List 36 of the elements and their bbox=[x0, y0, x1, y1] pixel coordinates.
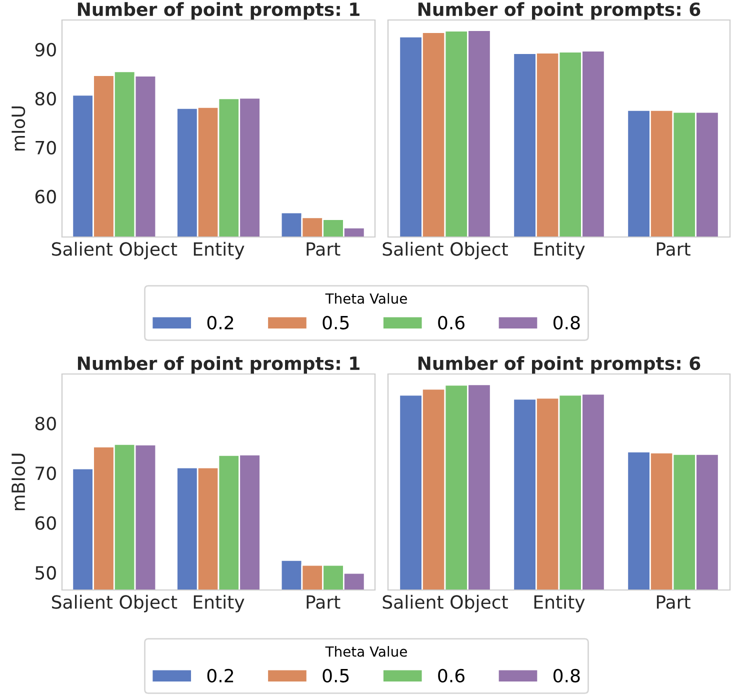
y-tick-label: 60 bbox=[35, 190, 56, 204]
y-tick-label: 50 bbox=[36, 566, 56, 580]
x-tick-label: Part bbox=[306, 242, 340, 256]
x-tick-label: Salient Object bbox=[52, 594, 178, 612]
x-tick-label: Entity bbox=[534, 594, 585, 612]
y-tick-label: 70 bbox=[36, 466, 56, 480]
x-tick-label: Part bbox=[306, 595, 340, 609]
legend-label: 0.2 bbox=[207, 668, 234, 682]
y-tick-label: 90 bbox=[35, 42, 56, 57]
y-axis-title: mIoU bbox=[12, 106, 26, 150]
chart-title: Number of point prompts: 1 bbox=[78, 2, 360, 20]
x-tick-label: Entity bbox=[194, 594, 244, 612]
y-tick-label: 70 bbox=[36, 140, 56, 154]
legend-label: 0.8 bbox=[553, 316, 580, 330]
x-tick-label: Salient Object bbox=[52, 242, 178, 260]
y-tick-label: 60 bbox=[35, 516, 56, 530]
legend-label: 0.8 bbox=[553, 668, 580, 682]
legend-label: 0.5 bbox=[322, 668, 349, 682]
legend-label: 0.2 bbox=[207, 316, 234, 330]
x-tick-label: Part bbox=[656, 242, 690, 256]
y-axis-title: mBIoU bbox=[12, 454, 26, 510]
legend-title: Theta Value bbox=[325, 293, 407, 304]
legend-label: 0.6 bbox=[438, 316, 464, 330]
x-tick-label: Salient Object bbox=[382, 594, 508, 612]
legend-label: 0.6 bbox=[438, 668, 464, 682]
x-tick-label: Entity bbox=[534, 242, 585, 260]
legend-label: 0.5 bbox=[322, 316, 349, 330]
chart-title: Number of point prompts: 6 bbox=[418, 2, 700, 20]
legend-title: Theta Value bbox=[325, 646, 407, 657]
x-tick-label: Salient Object bbox=[382, 242, 508, 260]
chart-title: Number of point prompts: 1 bbox=[78, 356, 360, 374]
x-tick-label: Part bbox=[656, 595, 690, 609]
y-tick-label: 80 bbox=[35, 92, 56, 106]
chart-title: Number of point prompts: 6 bbox=[418, 356, 700, 374]
x-tick-label: Entity bbox=[194, 242, 244, 260]
y-tick-label: 80 bbox=[35, 416, 56, 430]
